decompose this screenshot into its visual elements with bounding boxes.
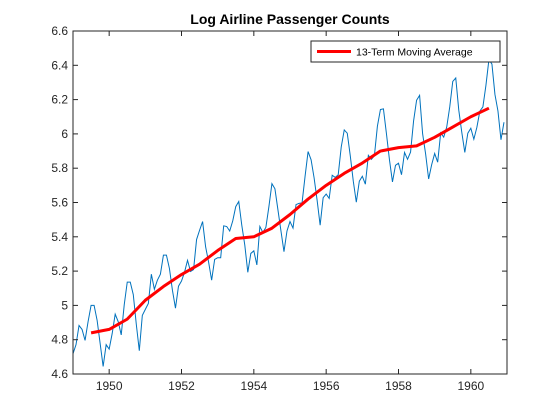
y-tick-label: 4.8 xyxy=(51,333,68,347)
series-log-passenger-counts-line xyxy=(73,58,505,367)
x-tick-label: 1956 xyxy=(313,379,340,393)
legend: 13-Term Moving Average xyxy=(310,40,501,63)
y-tick-label: 6.4 xyxy=(51,58,68,72)
x-tick-label: 1960 xyxy=(457,379,484,393)
legend-label-moving-average: 13-Term Moving Average xyxy=(356,47,473,59)
axes-background xyxy=(73,31,507,374)
y-tick-label: 5.4 xyxy=(51,230,68,244)
chart-title: Log Airline Passenger Counts xyxy=(190,11,390,27)
y-tick-label: 6 xyxy=(61,127,68,141)
y-tick-label: 6.2 xyxy=(51,93,68,107)
series-layer xyxy=(73,58,505,367)
x-tick-label: 1950 xyxy=(96,379,123,393)
ticks-layer: 1950 1952 1954 1956 1958 1960 4.6 4.8 5 5.2 5.4 5.6… xyxy=(51,24,507,393)
axes-box xyxy=(72,30,508,375)
y-tick-label: 4.6 xyxy=(51,367,68,381)
x-tick-label: 1952 xyxy=(168,379,195,393)
y-tick-label: 5.6 xyxy=(51,196,68,210)
y-tick-label: 6.6 xyxy=(51,24,68,38)
x-tick-label: 1958 xyxy=(385,379,412,393)
series-moving-average-line xyxy=(90,106,490,335)
x-tick-label: 1954 xyxy=(240,379,267,393)
legend-box xyxy=(310,40,501,63)
y-tick-label: 5 xyxy=(61,298,68,312)
y-tick-label: 5.2 xyxy=(51,264,68,278)
y-tick-label: 5.8 xyxy=(51,161,68,175)
